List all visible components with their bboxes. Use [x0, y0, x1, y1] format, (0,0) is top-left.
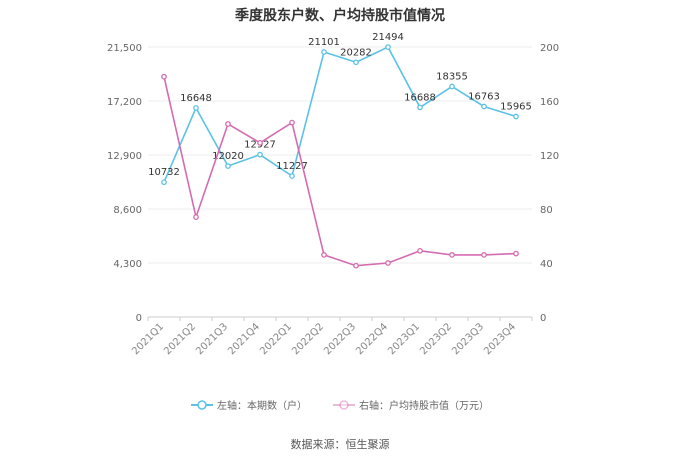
x-axis-category-label: 2021Q3 [194, 321, 230, 357]
data-label-0: 16648 [180, 93, 212, 104]
chart-title: 季度股东户数、户均持股市值情况 [235, 8, 445, 24]
data-label-0: 12020 [212, 151, 244, 162]
data-label-0: 21494 [372, 32, 404, 43]
x-axis-category-label: 2021Q2 [162, 321, 198, 357]
x-axis-category-label: 2022Q1 [258, 321, 294, 357]
data-label-0: 21101 [308, 37, 340, 48]
legend-item-avg-value[interactable]: 右轴：户均持股市值（万元） [333, 397, 489, 412]
x-axis-category-label: 2023Q1 [386, 321, 422, 357]
x-axis-category-label: 2023Q2 [418, 321, 454, 357]
series-point-0 [193, 105, 199, 111]
right-axis-tick-label: 200 [540, 43, 559, 54]
x-axis-category-label: 2022Q2 [290, 321, 326, 357]
series-point-0 [321, 49, 327, 55]
series-point-1 [289, 119, 295, 126]
x-axis-category-label: 2023Q3 [450, 321, 486, 357]
series-point-0 [481, 103, 487, 110]
right-axis-tick-label: 120 [540, 151, 559, 162]
left-axis-tick-label: 0 [136, 313, 142, 324]
right-axis-tick-label: 160 [540, 97, 559, 108]
x-axis-category-label: 2021Q4 [226, 321, 262, 357]
series-point-1 [513, 250, 519, 257]
x-axis-category-label: 2022Q3 [322, 321, 358, 357]
x-axis-category-label: 2022Q4 [354, 321, 390, 357]
legend: 左轴：本期数（户） 右轴：户均持股市值（万元） [0, 397, 680, 412]
data-label-0: 15965 [500, 102, 532, 113]
right-axis-tick-label: 0 [540, 313, 546, 324]
series-point-1 [225, 121, 231, 127]
left-axis-tick-label: 8,600 [113, 205, 142, 216]
series-point-0 [449, 83, 455, 90]
series-point-0 [353, 59, 359, 66]
data-label-0: 10732 [148, 167, 180, 178]
series-point-1 [417, 248, 423, 254]
series-point-1 [449, 252, 455, 258]
series-line-1 [163, 76, 517, 267]
series-line-0 [163, 46, 517, 183]
legend-item-households[interactable]: 左轴：本期数（户） [191, 397, 307, 412]
x-axis-category-label: 2021Q1 [130, 321, 166, 357]
series-point-1 [385, 260, 391, 266]
legend-label-avg-value: 右轴：户均持股市值（万元） [359, 401, 489, 412]
series-point-1 [321, 252, 327, 258]
data-label-0: 20282 [340, 47, 372, 58]
left-axis-tick-label: 21,500 [107, 43, 142, 54]
series-point-0 [513, 113, 519, 120]
data-source: 数据来源：恒生聚源 [290, 438, 390, 451]
right-axis-tick-label: 40 [540, 259, 553, 270]
series-point-0 [225, 163, 231, 169]
series-point-0 [257, 151, 263, 158]
series-point-0 [161, 179, 167, 186]
series-point-1 [481, 252, 487, 258]
data-label-0: 16688 [404, 92, 436, 103]
series-point-0 [289, 173, 295, 179]
series-point-0 [417, 104, 423, 111]
data-label-0: 11227 [276, 161, 308, 172]
left-axis-tick-label: 12,900 [107, 151, 142, 162]
left-axis-tick-label: 4,300 [113, 259, 142, 270]
right-axis-tick-label: 80 [540, 205, 553, 216]
series-point-1 [353, 262, 359, 269]
series-point-1 [161, 73, 167, 80]
series-point-1 [193, 214, 199, 220]
legend-label-households: 左轴：本期数（户） [217, 401, 307, 412]
legend-marker-households [191, 399, 213, 410]
left-axis-tick-label: 17,200 [107, 97, 142, 108]
series-point-1 [257, 140, 263, 146]
x-axis-category-label: 2023Q4 [482, 321, 518, 357]
data-label-0: 18355 [436, 71, 468, 82]
legend-marker-avg-value [333, 399, 355, 410]
series-point-0 [385, 44, 391, 50]
data-label-0: 16763 [468, 91, 500, 102]
